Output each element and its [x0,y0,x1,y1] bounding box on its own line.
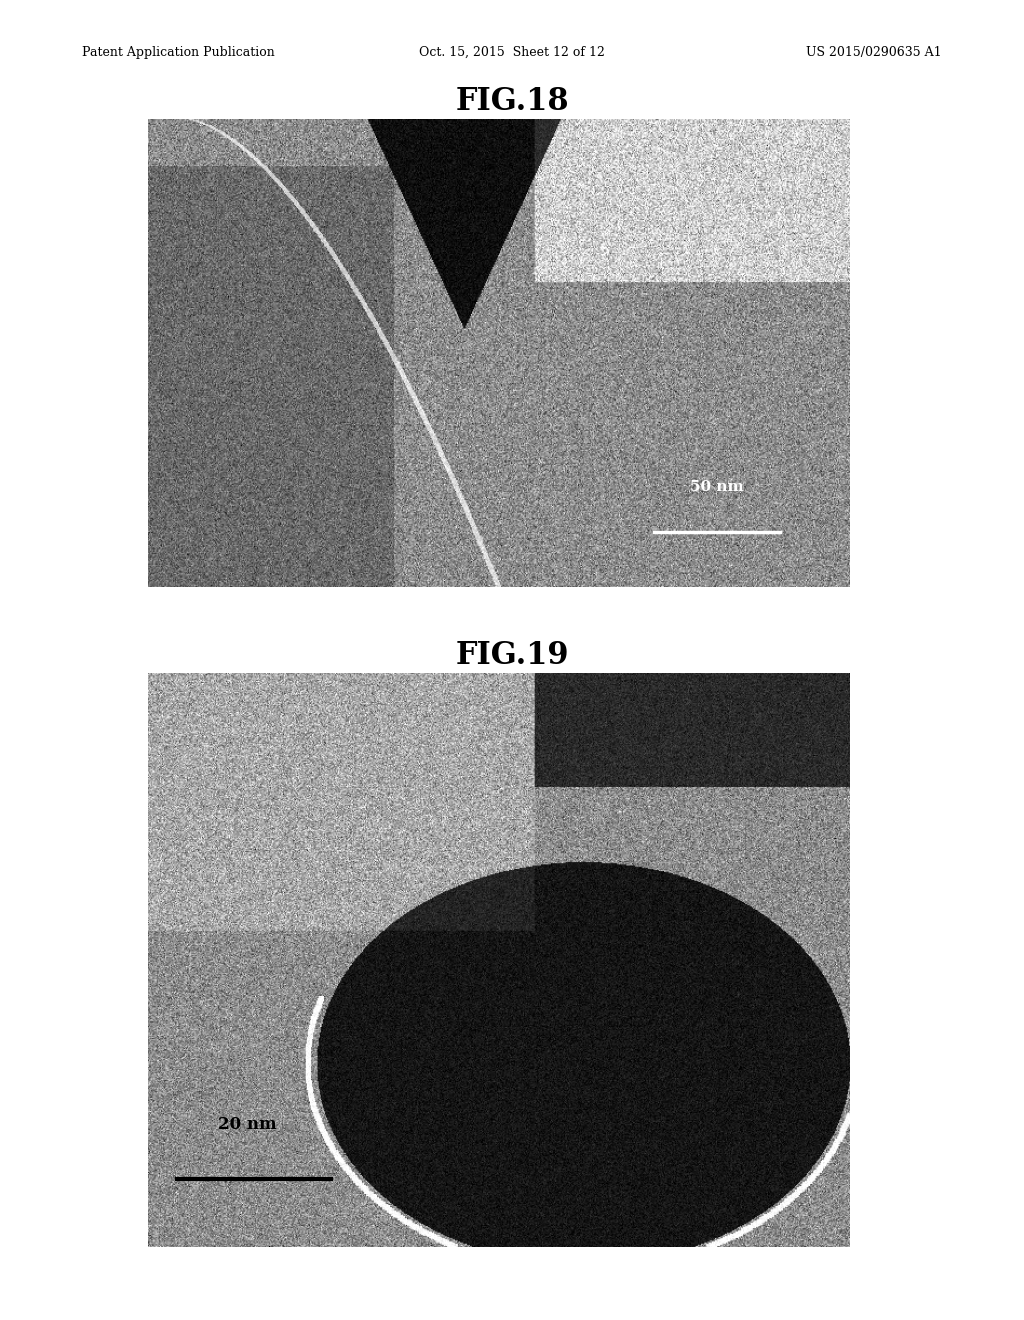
Text: Oct. 15, 2015  Sheet 12 of 12: Oct. 15, 2015 Sheet 12 of 12 [419,46,605,59]
Text: 50 nm: 50 nm [690,480,744,494]
Text: 20 nm: 20 nm [218,1117,276,1133]
Text: FIG.19: FIG.19 [456,640,568,671]
Text: FIG.18: FIG.18 [456,86,568,116]
Text: Patent Application Publication: Patent Application Publication [82,46,274,59]
Text: US 2015/0290635 A1: US 2015/0290635 A1 [807,46,942,59]
